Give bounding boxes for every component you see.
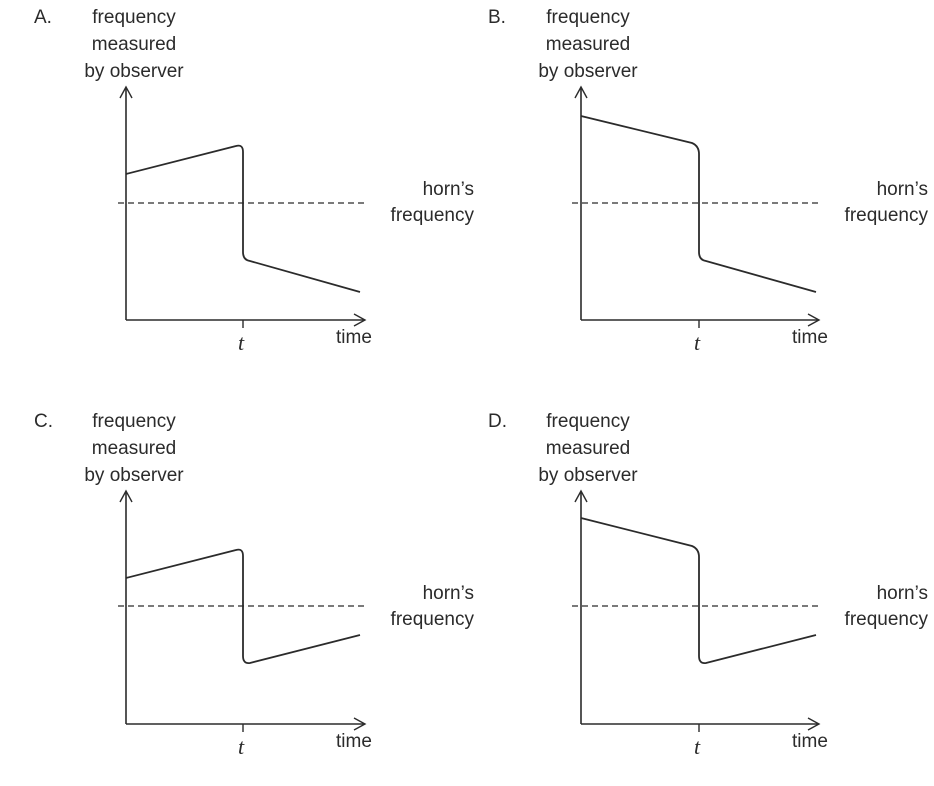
- y-axis-label-line-1: frequency: [546, 7, 630, 28]
- option-letter: A.: [34, 7, 52, 28]
- y-axis-label-line-1: frequency: [92, 411, 176, 432]
- reference-label-line-2: frequency: [390, 205, 474, 226]
- y-axis-label-line-2: measured: [91, 34, 177, 55]
- x-axis-arrow: [807, 313, 821, 327]
- frequency-curve: [125, 144, 361, 293]
- t-tick-label: t: [238, 734, 245, 759]
- t-tick-label: t: [694, 734, 701, 759]
- y-axis-label-line-3: by observer: [84, 465, 184, 486]
- frequency-curve: [125, 548, 361, 665]
- reference-label-line-2: frequency: [844, 205, 928, 226]
- y-axis-label-line-1: frequency: [92, 7, 176, 28]
- option-letter: B.: [488, 7, 506, 28]
- x-axis-label: time: [792, 327, 828, 348]
- y-axis-label-line-2: measured: [545, 34, 631, 55]
- reference-label-line-1: horn’s: [876, 179, 928, 200]
- y-axis-label-line-2: measured: [545, 438, 631, 459]
- x-axis-label: time: [336, 327, 372, 348]
- y-axis-label-line-3: by observer: [538, 61, 638, 82]
- x-axis-arrow: [807, 717, 821, 731]
- x-axis-arrow: [353, 717, 367, 731]
- y-axis-label-line-1: frequency: [546, 411, 630, 432]
- option-letter: D.: [488, 411, 507, 432]
- graph-svg: [572, 85, 821, 328]
- option-b-panel: B. frequency measured by observer horn’s…: [488, 2, 934, 382]
- reference-label-line-2: frequency: [844, 609, 928, 630]
- option-c-panel: C. frequency measured by observer horn’s…: [34, 406, 484, 786]
- frequency-curve: [580, 517, 817, 665]
- t-tick-label: t: [238, 330, 245, 355]
- graph-svg: [572, 489, 821, 732]
- option-letter: C.: [34, 411, 53, 432]
- option-d-panel: D. frequency measured by observer horn’s…: [488, 406, 934, 786]
- y-axis-label-line-2: measured: [91, 438, 177, 459]
- y-axis-arrow: [574, 489, 588, 503]
- reference-label-line-1: horn’s: [422, 583, 474, 604]
- y-axis-arrow: [119, 85, 133, 99]
- y-axis-arrow: [119, 489, 133, 503]
- reference-label-line-2: frequency: [390, 609, 474, 630]
- option-a-panel: A. frequency measured by observer horn’s…: [34, 2, 484, 382]
- x-axis-arrow: [353, 313, 367, 327]
- x-axis-label: time: [792, 731, 828, 752]
- graph-svg: [118, 85, 367, 328]
- reference-label-line-1: horn’s: [876, 583, 928, 604]
- graph-svg: [118, 489, 367, 732]
- t-tick-label: t: [694, 330, 701, 355]
- y-axis-label-line-3: by observer: [84, 61, 184, 82]
- x-axis-label: time: [336, 731, 372, 752]
- reference-label-line-1: horn’s: [422, 179, 474, 200]
- y-axis-label-line-3: by observer: [538, 465, 638, 486]
- y-axis-arrow: [574, 85, 588, 99]
- frequency-curve: [580, 115, 817, 293]
